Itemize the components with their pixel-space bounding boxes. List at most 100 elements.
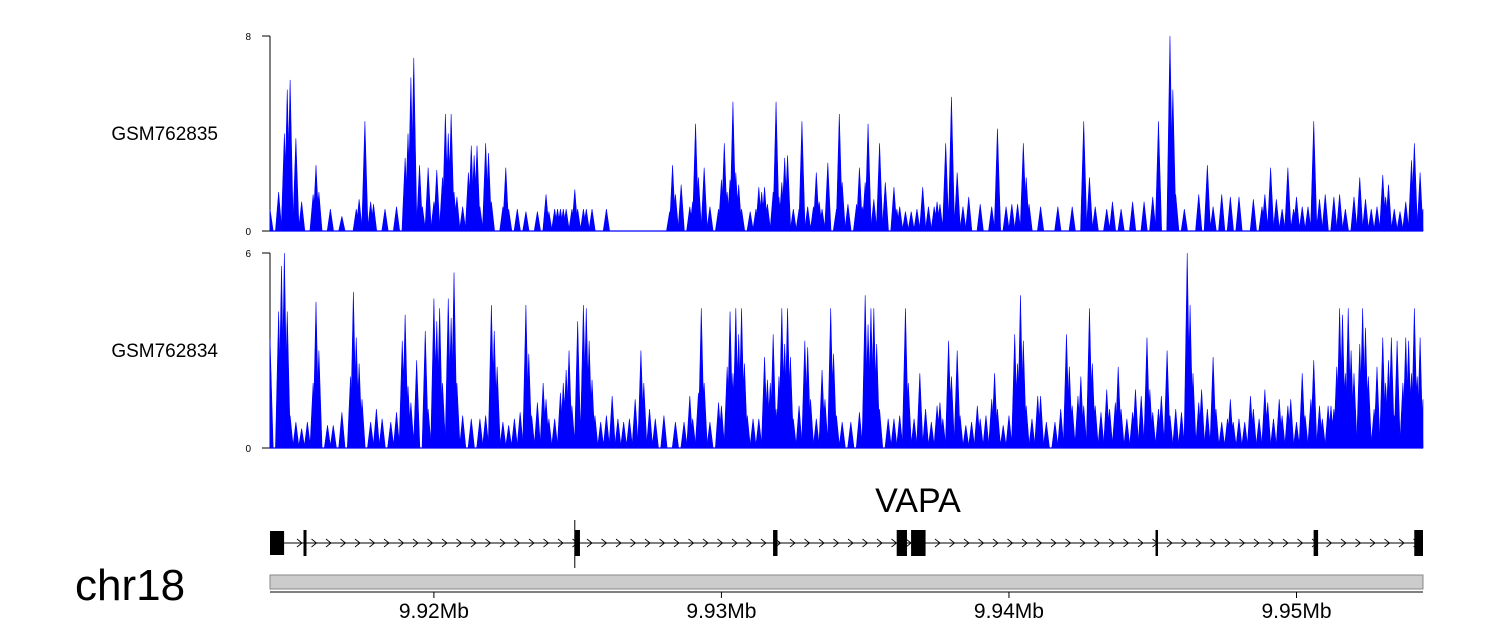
coverage-peak-2-74	[620, 421, 628, 449]
coverage-peak-2-221	[1292, 421, 1301, 449]
coverage-peak-1-134	[1002, 206, 1010, 232]
coverage-peak-2-156	[999, 425, 1007, 449]
coverage-peak-1-66	[677, 184, 685, 232]
track-label-gsm762835: GSM762835	[111, 124, 218, 145]
coverage-peak-1-144	[1085, 177, 1093, 232]
coverage-peak-1-127	[947, 96, 955, 232]
coverage-peak-2-152	[982, 415, 990, 449]
coverage-peak-2-20	[367, 421, 375, 449]
coverage-peak-1-111	[864, 123, 872, 232]
coverage-peak-1-126	[942, 143, 950, 232]
strand-chevron	[354, 538, 361, 548]
strand-chevron	[383, 538, 390, 548]
strand-chevron	[340, 538, 347, 548]
coverage-peak-1-17	[381, 209, 389, 232]
coverage-peak-2-125	[855, 412, 863, 449]
coverage-peak-1-172	[1298, 206, 1306, 232]
coverage-peak-2-123	[838, 421, 846, 449]
coverage-peak-2-137	[910, 418, 918, 449]
coverage-peak-2-178	[1097, 412, 1105, 449]
coverage-peak-1-129	[959, 206, 967, 232]
coverage-peak-2-209	[1235, 418, 1243, 449]
coverage-peak-1-190	[1402, 201, 1410, 232]
strand-chevron	[412, 538, 419, 548]
gene-models	[270, 520, 1423, 568]
coverage-peak-2-243	[1373, 366, 1381, 449]
coverage-peak-2-82	[671, 421, 679, 449]
coverage-peak-2-216	[1269, 418, 1278, 449]
exon-2-4	[911, 530, 926, 556]
coverage-peak-1-114	[881, 182, 889, 232]
coverage-peak-1-160	[1218, 194, 1226, 232]
genome-axis-label-1: 9.92Mb	[399, 600, 469, 623]
coverage-peak-2-225	[1310, 360, 1318, 449]
coverage-peak-1-48	[533, 211, 541, 232]
coverage-peak-2-187	[1137, 395, 1145, 449]
coverage-peak-1-189	[1396, 211, 1404, 232]
track-gsm762834: GSM762834 6 0	[111, 249, 1424, 455]
coverage-peak-1-128	[953, 172, 961, 232]
strand-chevron	[470, 538, 477, 548]
coverage-peak-1-169	[1284, 167, 1292, 232]
coverage-peak-2-49	[510, 418, 518, 449]
coverage-peak-2-163	[1028, 418, 1036, 449]
coverage-peak-1-82	[746, 211, 754, 232]
strand-chevron	[398, 538, 405, 548]
strand-chevron	[311, 538, 318, 548]
coverage-peak-1-174	[1310, 121, 1318, 232]
coverage-peak-2-81	[660, 415, 668, 449]
coverage-peak-1-5	[292, 138, 300, 232]
coverage-peak-1-1	[275, 191, 283, 232]
coverage-peak-1-11	[338, 216, 346, 232]
coverage-peak-1-132	[988, 206, 996, 232]
y-axis-min-label-gsm762834: 0	[245, 444, 251, 455]
coverage-peak-1-163	[1249, 199, 1257, 232]
strand-chevron	[485, 538, 492, 548]
coverage-peak-1-161	[1226, 196, 1234, 232]
coverage-peak-2-124	[847, 421, 855, 449]
coverage-peak-2-202	[1203, 408, 1211, 449]
coverage-area-gsm762834	[269, 252, 1424, 449]
coverage-peak-2-23	[387, 421, 395, 449]
coverage-peak-2-29	[413, 360, 421, 449]
coverage-peak-1-149	[1129, 201, 1137, 232]
coverage-peak-1-62	[602, 209, 610, 232]
coverage-peak-2-48	[505, 425, 513, 449]
coverage-peak-2-47	[499, 421, 507, 449]
genome-axis-label-4: 9.95Mb	[1261, 600, 1331, 623]
coverage-peak-2-166	[1042, 421, 1050, 449]
chromosome-label: chr18	[75, 561, 185, 610]
coverage-peak-1-145	[1091, 206, 1099, 232]
coverage-peak-1-168	[1278, 209, 1286, 232]
genome-axis-label-2: 9.93Mb	[686, 600, 756, 623]
coverage-peak-1-178	[1336, 194, 1344, 232]
coverage-peak-1-159	[1209, 206, 1217, 232]
coverage-peak-2-148	[962, 425, 970, 449]
coverage-peak-1-71	[700, 167, 708, 232]
coverage-peak-2-184	[1123, 418, 1131, 449]
coverage-peak-1-150	[1140, 201, 1148, 232]
coverage-peak-1-179	[1341, 209, 1349, 232]
track-label-gsm762834: GSM762834	[111, 341, 218, 362]
coverage-peak-1-25	[424, 167, 432, 232]
strand-chevron	[325, 538, 332, 548]
coverage-peak-1-176	[1321, 194, 1329, 232]
exon-2-3	[896, 530, 907, 556]
coverage-peak-1-72	[706, 206, 714, 232]
coverage-peak-1-175	[1315, 199, 1324, 232]
coverage-peak-2-210	[1241, 421, 1249, 449]
coverage-peak-2-168	[1057, 408, 1065, 449]
coverage-peak-2-24	[392, 412, 401, 449]
coverage-peak-2-205	[1218, 421, 1226, 449]
coverage-peak-1-102	[824, 162, 832, 232]
coverage-peak-1-27	[433, 170, 441, 232]
coverage-peak-1-120	[913, 209, 921, 232]
coverage-peak-2-213	[1255, 418, 1263, 449]
coverage-peak-2-58	[551, 418, 559, 449]
strand-chevron	[296, 538, 303, 548]
coverage-peak-1-158	[1203, 165, 1211, 232]
coverage-peak-2-195	[1172, 408, 1180, 449]
coverage-peak-1-151	[1149, 196, 1157, 232]
coverage-peak-2-22	[378, 418, 386, 449]
